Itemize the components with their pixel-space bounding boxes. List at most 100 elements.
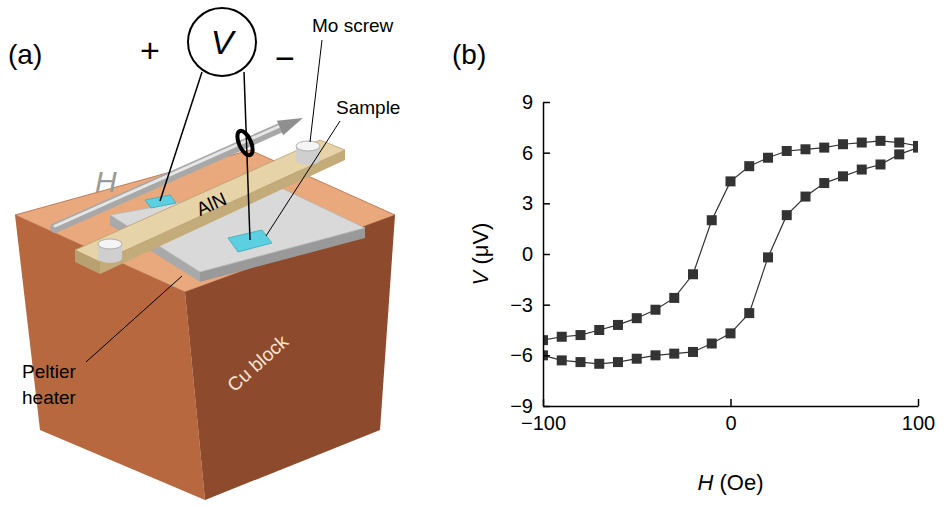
leader-line	[310, 40, 322, 142]
tick-label: −9	[510, 395, 533, 417]
plot-area	[543, 136, 918, 369]
data-point	[838, 139, 848, 149]
data-point	[782, 210, 792, 220]
tick: −9	[510, 395, 550, 417]
data-point	[707, 339, 717, 349]
data-point	[557, 332, 567, 342]
tick-mark	[543, 254, 550, 256]
data-point	[576, 330, 586, 340]
data-point	[894, 149, 904, 159]
label: AlN	[193, 188, 230, 220]
y-axis: −9 −6 −3 0 3 6 9	[510, 91, 550, 417]
data-point	[782, 146, 792, 156]
figure: V+−(a)HMo screwSampleAlNCu blockPeltierh…	[0, 0, 947, 507]
tick-label: 3	[522, 192, 533, 214]
data-point	[744, 161, 754, 171]
tick-mark	[543, 355, 550, 357]
data-point	[594, 359, 604, 369]
screw-head	[98, 239, 122, 249]
data-point	[801, 144, 811, 154]
field-label: H	[95, 165, 117, 198]
aln-front	[100, 150, 345, 274]
tick-mark	[543, 406, 550, 408]
data-point	[763, 153, 773, 163]
data-point	[744, 308, 754, 318]
wire	[160, 72, 202, 201]
data-point	[557, 355, 567, 365]
data-point	[857, 165, 867, 175]
tick: −3	[510, 294, 550, 316]
x-axis: −1000100	[521, 399, 935, 434]
tick-mark	[543, 203, 550, 205]
data-point	[726, 176, 736, 186]
screw-base	[296, 155, 320, 165]
tick-mark	[730, 399, 732, 406]
panel-b: −1000100−9−6−30369H (Oe)V (μV)(b)	[452, 39, 935, 495]
leader-line	[86, 276, 182, 362]
tick: −6	[510, 344, 550, 366]
field-arrow-tip	[277, 118, 303, 135]
data-point	[613, 357, 623, 367]
voltmeter-label: V	[211, 23, 237, 61]
tick-label: −3	[510, 294, 533, 316]
tick-label: 0	[522, 243, 533, 265]
tick-label: −6	[510, 344, 533, 366]
label: Sample	[336, 97, 400, 118]
tick-mark	[543, 152, 550, 154]
data-point	[913, 143, 918, 153]
screw-head	[296, 141, 320, 151]
data-point	[894, 138, 904, 148]
data-point	[651, 305, 661, 315]
panel-label: (b)	[452, 39, 486, 70]
data-point	[838, 171, 848, 181]
polarity-label: −	[275, 39, 295, 77]
tick-mark	[918, 399, 920, 406]
data-point	[613, 320, 623, 330]
series-line	[543, 148, 918, 364]
data-point	[651, 350, 661, 360]
tick: 0	[522, 243, 550, 265]
field-ring	[234, 129, 256, 158]
tick: 3	[522, 192, 550, 214]
data-point	[594, 325, 604, 335]
tick-label: 100	[902, 412, 935, 434]
data-point	[763, 252, 773, 262]
label: Cu block	[223, 330, 292, 395]
data-point	[726, 328, 736, 338]
sample	[145, 195, 176, 208]
label: Mo screw	[312, 15, 394, 36]
voltmeter	[188, 8, 256, 76]
tick: 100	[902, 399, 935, 434]
wire	[244, 72, 250, 240]
leader-line	[266, 121, 340, 236]
data-point	[707, 215, 717, 225]
data-point	[688, 347, 698, 357]
data-point	[819, 178, 829, 188]
panel-a: V+−(a)HMo screwSampleAlNCu blockPeltierh…	[8, 8, 400, 500]
axis-title: V (μV)	[468, 223, 493, 286]
data-point	[688, 269, 698, 279]
screw-base	[98, 253, 122, 263]
cu-block-left	[15, 215, 205, 500]
tick-mark	[543, 304, 550, 306]
data-point	[819, 143, 829, 153]
tick: 9	[522, 91, 550, 113]
tick: 6	[522, 142, 550, 164]
data-point	[876, 136, 886, 146]
tick-label: 0	[725, 412, 736, 434]
tick-label: 6	[522, 142, 533, 164]
label: Peltierheater	[22, 361, 77, 408]
axis-title: H (Oe)	[697, 470, 763, 495]
tick: 0	[725, 399, 736, 434]
data-point	[576, 357, 586, 367]
data-point	[857, 138, 867, 148]
tick-label: 9	[522, 91, 533, 113]
data-point	[669, 293, 679, 303]
data-point	[801, 192, 811, 202]
data-point	[876, 159, 886, 169]
polarity-label: +	[140, 31, 160, 69]
data-point	[669, 349, 679, 359]
series-line	[543, 141, 918, 340]
data-point	[632, 313, 642, 323]
tick-mark	[543, 102, 550, 104]
